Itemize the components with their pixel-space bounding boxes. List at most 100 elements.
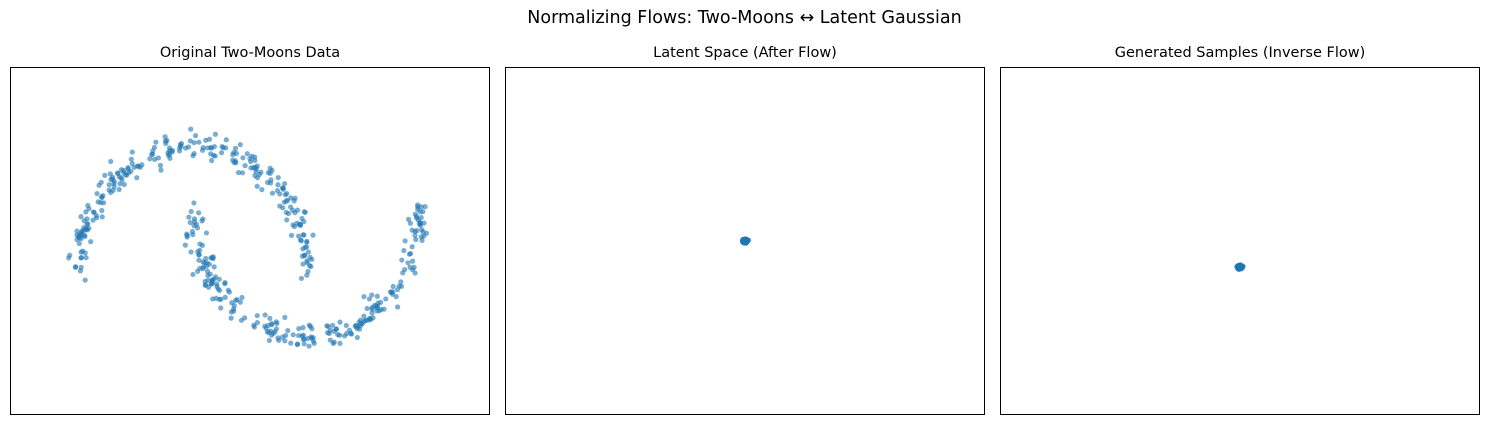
scatter-point bbox=[129, 161, 135, 167]
scatter-point bbox=[186, 214, 192, 220]
scatter-plot-original bbox=[66, 126, 430, 349]
scatter-point bbox=[369, 310, 375, 316]
scatter-point bbox=[205, 277, 211, 283]
scatter-point bbox=[237, 299, 243, 305]
scatter-point bbox=[395, 304, 401, 310]
scatter-point bbox=[357, 317, 364, 323]
scatter-point bbox=[231, 308, 237, 314]
scatter-point bbox=[158, 167, 164, 173]
scatter-point bbox=[123, 172, 129, 178]
panel-title-latent: Latent Space (After Flow) bbox=[653, 45, 837, 61]
scatter-point bbox=[210, 254, 216, 260]
panel-title-original: Original Two-Moons Data bbox=[159, 45, 341, 61]
scatter-point bbox=[302, 244, 308, 250]
scatter-point bbox=[150, 148, 156, 154]
axes-original-two-moons bbox=[10, 67, 490, 415]
scatter-point bbox=[254, 175, 261, 181]
scatter-point bbox=[412, 232, 418, 239]
scatter-point bbox=[381, 306, 387, 312]
scatter-point bbox=[196, 139, 202, 145]
scatter-point bbox=[74, 236, 80, 243]
scatter-point bbox=[196, 252, 202, 258]
scatter-point bbox=[78, 264, 84, 270]
scatter-point bbox=[247, 156, 253, 162]
scatter-point bbox=[268, 328, 274, 334]
scatter-point bbox=[66, 255, 72, 261]
scatter-point bbox=[369, 292, 375, 298]
scatter-point bbox=[242, 163, 248, 169]
scatter-point bbox=[300, 261, 306, 267]
scatter-plot-generated bbox=[1234, 262, 1246, 272]
scatter-point bbox=[308, 263, 314, 270]
scatter-point bbox=[197, 241, 203, 247]
scatter-point bbox=[325, 323, 331, 330]
scatter-point bbox=[405, 216, 412, 222]
scatter-point bbox=[268, 332, 275, 338]
scatter-point bbox=[107, 171, 113, 177]
scatter-point bbox=[188, 126, 194, 132]
scatter-point bbox=[304, 260, 310, 266]
scatter-point bbox=[343, 322, 349, 329]
scatter-point bbox=[253, 168, 259, 175]
panel-title-generated: Generated Samples (Inverse Flow) bbox=[1114, 45, 1366, 61]
scatter-point bbox=[85, 221, 91, 227]
scatter-point bbox=[229, 300, 235, 306]
scatter-point bbox=[207, 271, 213, 277]
scatter-point bbox=[283, 209, 289, 216]
scatter-point bbox=[266, 337, 272, 344]
scatter-point bbox=[337, 340, 343, 346]
scatter-point bbox=[369, 306, 375, 313]
scatter-point bbox=[418, 234, 424, 240]
scatter-point bbox=[288, 340, 294, 346]
scatter-point bbox=[231, 160, 238, 166]
scatter-point bbox=[193, 133, 199, 139]
scatter-point bbox=[240, 155, 246, 161]
scatter-point bbox=[81, 218, 87, 224]
scatter-point bbox=[366, 296, 372, 302]
scatter-point bbox=[216, 276, 222, 282]
scatter-point bbox=[203, 255, 209, 262]
scatter-point bbox=[267, 165, 273, 171]
scatter-point bbox=[354, 325, 360, 331]
scatter-point bbox=[401, 248, 407, 254]
scatter-point bbox=[306, 322, 312, 328]
scatter-point bbox=[361, 313, 367, 319]
scatter-point bbox=[294, 341, 301, 347]
scatter-point bbox=[218, 305, 224, 311]
scatter-point bbox=[335, 332, 341, 338]
scatter-point bbox=[416, 221, 423, 227]
scatter-point bbox=[191, 200, 197, 206]
scatter-point bbox=[327, 337, 333, 343]
scatter-point bbox=[306, 343, 312, 349]
scatter-point bbox=[200, 144, 206, 151]
scatter-point bbox=[262, 312, 268, 318]
scatter-point bbox=[299, 253, 306, 259]
scatter-point bbox=[297, 237, 304, 243]
scatter-point bbox=[393, 294, 399, 300]
scatter-point bbox=[237, 142, 243, 148]
scatter-point bbox=[147, 156, 153, 162]
scatter-point bbox=[1238, 264, 1244, 270]
scatter-point bbox=[331, 339, 337, 345]
scatter-point bbox=[414, 228, 420, 234]
scatter-point bbox=[232, 145, 239, 151]
scatter-point bbox=[202, 260, 208, 266]
scatter-point bbox=[269, 190, 276, 196]
scatter-point bbox=[348, 330, 354, 336]
scatter-point bbox=[211, 264, 217, 270]
scatter-plot-latent bbox=[739, 236, 752, 246]
scatter-point bbox=[300, 232, 306, 238]
scatter-point bbox=[310, 335, 316, 341]
scatter-point bbox=[190, 271, 196, 278]
scatter-point bbox=[405, 260, 411, 266]
scatter-point bbox=[78, 249, 84, 255]
scatter-point bbox=[157, 162, 164, 168]
scatter-point bbox=[78, 255, 84, 261]
scatter-point bbox=[398, 279, 404, 285]
scatter-point bbox=[162, 134, 168, 140]
axes-latent-space bbox=[505, 67, 985, 415]
scatter-point bbox=[290, 332, 296, 338]
scatter-point bbox=[110, 176, 116, 182]
scatter-point bbox=[288, 204, 294, 210]
figure-suptitle: Normalizing Flows: Two-Moons ↔ Latent Ga… bbox=[527, 8, 962, 28]
